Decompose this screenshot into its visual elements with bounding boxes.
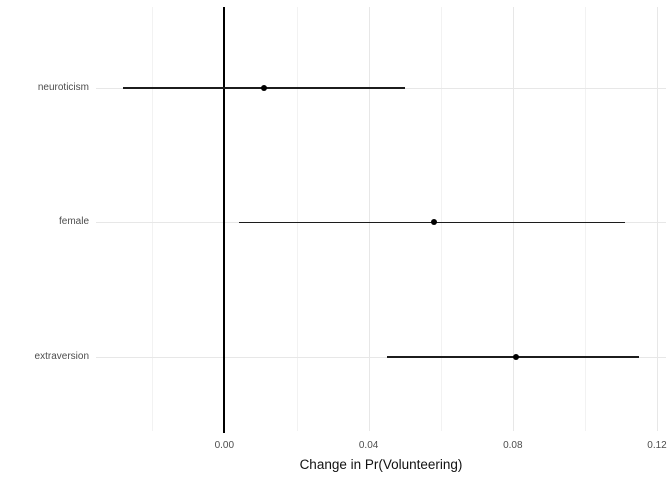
x-tick-label: 0.08 — [503, 440, 523, 451]
gridline-major-vertical — [368, 7, 370, 431]
x-axis-title: Change in Pr(Volunteering) — [299, 457, 463, 472]
x-tick-label: 0.04 — [358, 440, 379, 451]
y-axis-label: extraversion — [34, 351, 89, 363]
y-axis-label: neuroticism — [37, 82, 89, 93]
gridline-minor-vertical — [296, 7, 298, 431]
gridline-horizontal — [96, 357, 666, 359]
gridline-major-vertical — [657, 7, 658, 431]
y-axis-label: female — [58, 216, 89, 228]
point-estimate-dot — [261, 85, 267, 91]
x-tick-label: 0.12 — [647, 440, 667, 451]
confidence-interval-bar — [386, 356, 639, 358]
point-estimate-dot — [430, 219, 437, 226]
zero-reference-line — [223, 7, 226, 433]
gridline-minor-vertical — [152, 7, 154, 431]
gridline-minor-vertical — [440, 7, 442, 431]
gridline-major-vertical — [512, 7, 514, 431]
point-estimate-dot — [513, 354, 520, 361]
plot-panel — [96, 7, 666, 433]
x-tick-label: 0.00 — [214, 440, 235, 451]
gridline-minor-vertical — [584, 7, 586, 431]
